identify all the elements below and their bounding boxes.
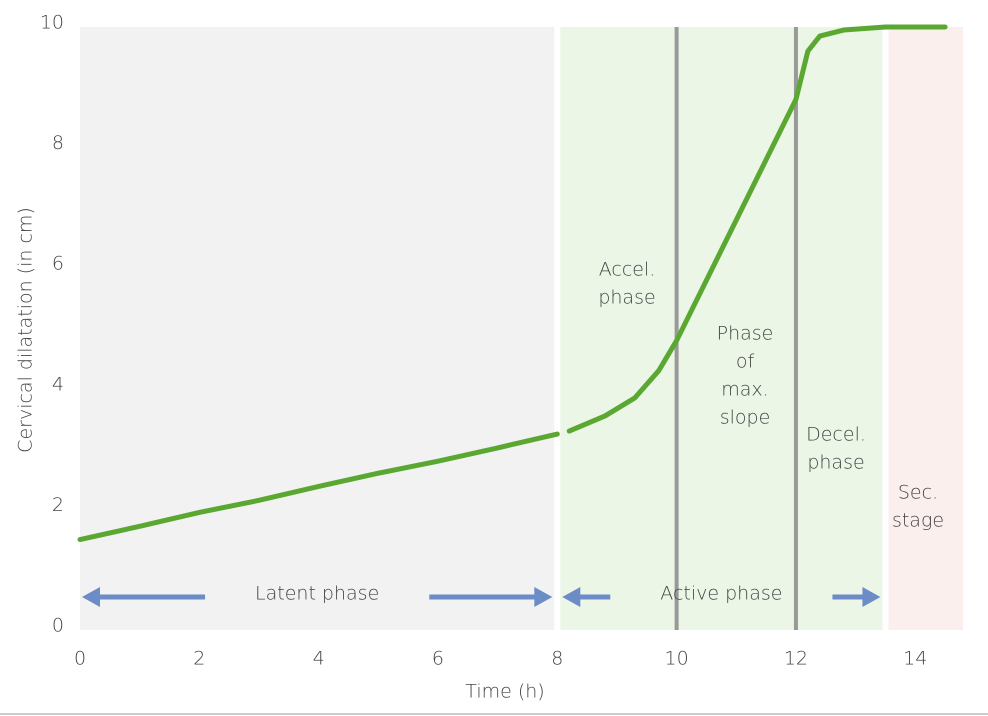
phase-annotation: Accel. (599, 259, 656, 281)
y-tick-label: 0 (52, 615, 64, 637)
phase-annotation: phase (598, 287, 655, 309)
phase-annotation: of (736, 351, 755, 373)
x-tick-label: 2 (193, 648, 205, 670)
arrow-label: Active phase (660, 583, 782, 605)
phase-annotation: Sec. (898, 482, 938, 504)
phase-region (888, 27, 963, 630)
x-tick-label: 6 (432, 648, 444, 670)
y-axis-label: Cervical dilatation (in cm) (15, 207, 37, 453)
arrow-label: Latent phase (255, 583, 379, 605)
y-tick-label: 4 (52, 373, 64, 395)
phase-region (80, 27, 555, 630)
phase-region (560, 27, 883, 630)
y-tick-label: 6 (52, 253, 64, 275)
y-tick-label: 8 (52, 132, 64, 154)
x-tick-label: 8 (551, 648, 563, 670)
arrow-head (862, 587, 881, 607)
phase-annotation: Decel. (806, 424, 866, 446)
x-tick-label: 10 (665, 648, 689, 670)
arrow-head (534, 587, 553, 607)
phase-annotation: max. (721, 379, 768, 401)
phase-annotation: phase (807, 452, 864, 474)
phase-annotation: Phase (717, 323, 774, 345)
y-tick-label: 2 (52, 494, 64, 516)
x-axis-label: Time (h) (465, 681, 544, 703)
arrow-head (562, 587, 581, 607)
dilatation-curve (77, 24, 948, 543)
x-tick-label: 4 (313, 648, 325, 670)
x-tick-label: 0 (74, 648, 86, 670)
y-tick-label: 10 (40, 12, 64, 34)
x-tick-label: 14 (903, 648, 927, 670)
arrow-head (82, 587, 100, 607)
x-tick-label: 12 (784, 648, 808, 670)
phase-annotation: slope (720, 407, 771, 429)
phase-annotation: stage (892, 510, 944, 532)
